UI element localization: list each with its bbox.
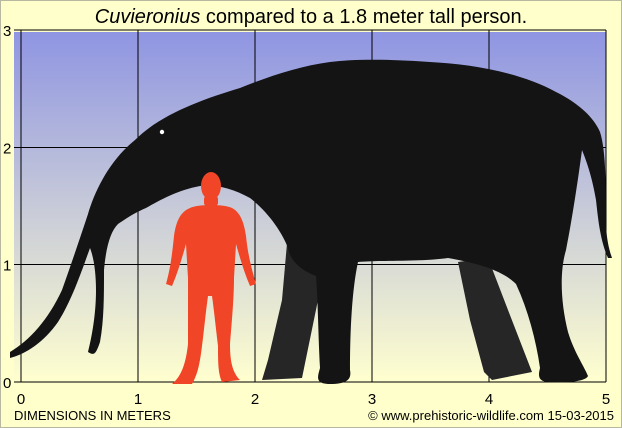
x-tick-label: 0: [17, 391, 25, 408]
x-axis-ticks: 0 1 2 3 4 5: [17, 391, 610, 408]
cuvieronius-silhouette: [10, 59, 612, 384]
title-genus: Cuvieronius: [94, 6, 201, 28]
person-silhouette: [166, 172, 256, 384]
y-axis-ticks: 0 1 2 3: [3, 23, 11, 392]
x-tick-label: 3: [368, 391, 376, 408]
credit-line: © www.prehistoric-wildlife.com 15-03-201…: [368, 408, 614, 423]
figure-title: Cuvieronius compared to a 1.8 meter tall…: [0, 6, 622, 29]
x-tick-label: 4: [485, 391, 493, 408]
x-tick-label: 1: [134, 391, 142, 408]
y-tick-label: 0: [3, 375, 11, 392]
y-tick-label: 2: [3, 140, 11, 157]
y-tick-label: 1: [3, 258, 11, 275]
x-tick-label: 2: [251, 391, 259, 408]
animal-eye: [159, 129, 165, 135]
title-rest: compared to a 1.8 meter tall person.: [200, 6, 528, 28]
y-tick-label: 3: [3, 23, 11, 40]
unit-label: DIMENSIONS IN METERS: [14, 408, 171, 423]
x-tick-label: 5: [602, 391, 610, 408]
